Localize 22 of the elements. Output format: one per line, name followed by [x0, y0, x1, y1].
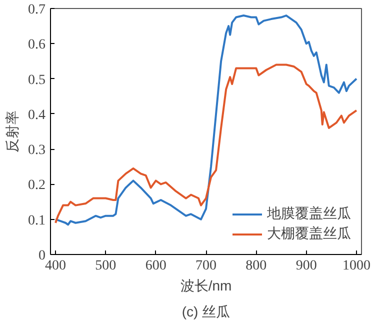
x-tick-label: 400 [45, 258, 66, 274]
legend-label: 地膜覆盖丝瓜 [267, 205, 351, 223]
line-series [54, 64, 358, 224]
y-tick-label: 0.3 [28, 143, 46, 158]
y-tick-label: 0.5 [28, 72, 46, 88]
y-axis-title: 反射率 [4, 110, 20, 152]
y-tick-label: 0.4 [28, 108, 46, 123]
legend-label: 大棚覆盖丝瓜 [267, 225, 351, 243]
y-tick-label: 0.2 [28, 178, 46, 194]
y-tick-label: 0 [38, 248, 46, 264]
line-series [54, 14, 358, 226]
x-tick-label: 500 [95, 258, 116, 274]
x-tick-label: 600 [145, 258, 166, 274]
x-tick-label: 800 [246, 258, 267, 274]
y-tick-label: 0.6 [28, 38, 46, 53]
text: (c) 丝瓜 [182, 304, 230, 320]
x-tick-label: 1000 [342, 258, 370, 274]
y-tick-label: 0.7 [28, 2, 46, 18]
x-tick-label: 700 [196, 258, 216, 274]
x-axis-title: 波长/nm [180, 278, 232, 294]
x-tick-label: 900 [296, 258, 317, 274]
y-tick-label: 0.1 [28, 213, 46, 228]
